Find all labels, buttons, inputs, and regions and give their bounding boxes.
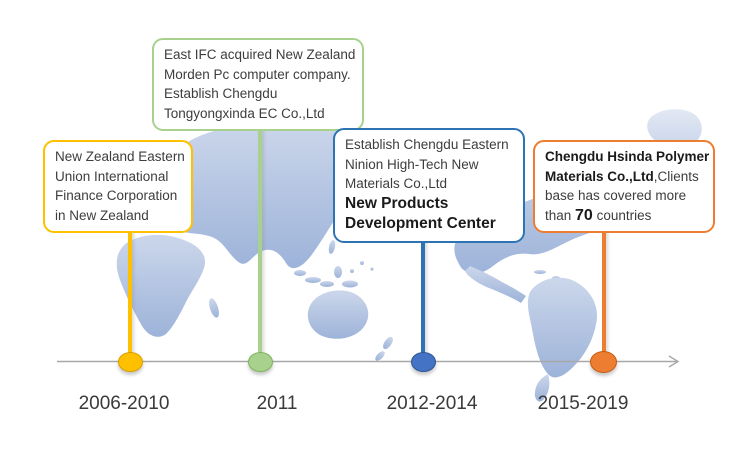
note-line: Establish Chengdu Eastern xyxy=(345,135,516,155)
timeline-dot xyxy=(118,352,143,372)
year-label: 2012-2014 xyxy=(386,393,478,414)
note-line: East IFC acquired New Zealand xyxy=(164,45,355,65)
note-text: ,Clients xyxy=(653,168,699,184)
note-text: Materials Co.,Ltd xyxy=(545,168,654,184)
note-text: Tongyongxinda EC Co.,Ltd xyxy=(164,105,325,121)
timeline-dot xyxy=(411,352,436,372)
connector-line xyxy=(602,212,606,363)
connector-line xyxy=(421,210,425,363)
note-text: Establish Chengdu xyxy=(164,86,278,101)
milestone-note: New Zealand Eastern Union International Fi… xyxy=(43,140,193,233)
note-line: in New Zealand xyxy=(55,206,184,226)
note-text: New Products xyxy=(345,194,449,212)
note-line: Tongyongxinda EC Co.,Ltd xyxy=(164,104,355,124)
note-line: Development Center xyxy=(345,214,516,235)
connector-line xyxy=(128,200,132,363)
timeline-dot xyxy=(248,352,273,372)
note-text: Development Center xyxy=(345,215,496,232)
note-line: Establish Chengdu xyxy=(164,84,355,104)
note-text: countries xyxy=(592,207,652,223)
note-text: Chengdu Hsinda Polymer xyxy=(545,149,710,164)
year-label: 2006-2010 xyxy=(78,393,170,414)
note-text: Materials Co.,Ltd xyxy=(345,176,448,191)
note-text: Finance Corporation xyxy=(55,188,178,203)
milestone-note: East IFC acquired New Zealand Morden Pc c… xyxy=(152,38,364,131)
note-line: Materials Co.,Ltd xyxy=(345,174,516,194)
note-text: 70 xyxy=(575,206,593,224)
note-line: base has covered more xyxy=(545,186,706,206)
milestone-note: Chengdu Hsinda Polymer Materials Co.,Ltd,… xyxy=(533,140,715,233)
note-line: Union International xyxy=(55,167,184,187)
note-line: New Products xyxy=(345,194,516,215)
note-line: New Zealand Eastern xyxy=(55,147,185,167)
note-line: Chengdu Hsinda Polymer xyxy=(545,147,710,167)
note-text: Establish Chengdu Eastern xyxy=(345,137,509,152)
note-line: Morden Pc computer company. xyxy=(164,65,355,85)
note-text: East IFC acquired New Zealand xyxy=(164,47,356,62)
note-text: Morden Pc computer company. xyxy=(164,66,351,82)
note-text: in New Zealand xyxy=(55,207,149,223)
connector-line xyxy=(258,100,262,363)
note-text: Union International xyxy=(55,168,169,184)
year-label: 2015-2019 xyxy=(537,393,629,414)
note-line: Materials Co.,Ltd,Clients xyxy=(545,167,706,187)
milestone-note: Establish Chengdu Eastern Ninion High-Tec… xyxy=(333,128,525,243)
year-label: 2011 xyxy=(256,393,298,414)
note-text: New Zealand Eastern xyxy=(55,149,185,164)
note-line: Ninion High-Tech New xyxy=(345,155,516,175)
timeline-dot xyxy=(590,351,617,373)
note-line: than 70 countries xyxy=(545,206,706,226)
note-text: base has covered more xyxy=(545,188,687,203)
note-text: Ninion High-Tech New xyxy=(345,156,479,172)
note-text: than xyxy=(545,207,576,223)
note-line: Finance Corporation xyxy=(55,186,184,206)
